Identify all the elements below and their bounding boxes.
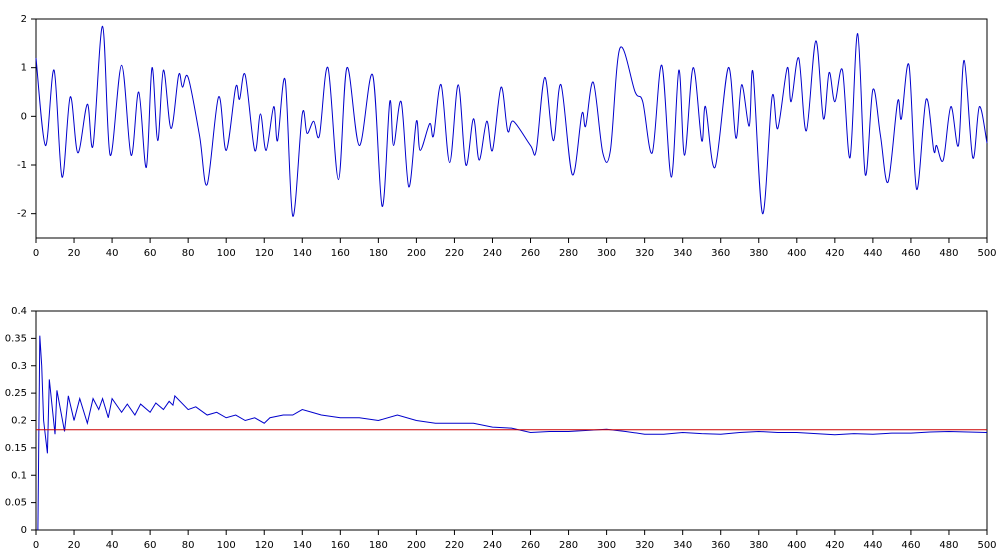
x-tick-label: 260 xyxy=(521,248,540,259)
x-tick-label: 480 xyxy=(939,248,958,259)
x-tick-label: 420 xyxy=(825,248,844,259)
y-tick-label: 0.25 xyxy=(5,388,27,399)
x-tick-label: 100 xyxy=(217,248,236,259)
y-tick-label: 0.05 xyxy=(5,498,27,509)
x-tick-label: 120 xyxy=(255,248,274,259)
x-tick-label: 340 xyxy=(673,540,692,551)
x-tick-label: 280 xyxy=(559,248,578,259)
x-tick-label: 460 xyxy=(901,248,920,259)
x-tick-label: 400 xyxy=(787,540,806,551)
x-tick-label: 220 xyxy=(445,540,464,551)
x-tick-label: 500 xyxy=(977,248,996,259)
x-tick-label: 140 xyxy=(293,248,312,259)
y-tick-label: -1 xyxy=(17,160,27,171)
y-tick-label: 0.2 xyxy=(11,416,27,427)
x-tick-label: 0 xyxy=(33,248,39,259)
x-tick-label: 40 xyxy=(106,248,119,259)
x-tick-label: 360 xyxy=(711,248,730,259)
x-tick-label: 400 xyxy=(787,248,806,259)
x-tick-label: 420 xyxy=(825,540,844,551)
x-tick-label: 120 xyxy=(255,540,274,551)
x-tick-label: 240 xyxy=(483,540,502,551)
x-tick-label: 0 xyxy=(33,540,39,551)
x-tick-label: 440 xyxy=(863,540,882,551)
y-tick-label: 0.35 xyxy=(5,333,27,344)
x-tick-label: 440 xyxy=(863,248,882,259)
x-tick-label: 80 xyxy=(182,540,195,551)
x-tick-label: 160 xyxy=(331,248,350,259)
x-tick-label: 300 xyxy=(597,540,616,551)
x-tick-label: 180 xyxy=(369,540,388,551)
plot-area xyxy=(35,18,988,239)
y-tick-label: 0.1 xyxy=(11,470,27,481)
x-tick-label: 460 xyxy=(901,540,920,551)
y-tick-label: 2 xyxy=(21,14,27,25)
x-tick-label: 100 xyxy=(217,540,236,551)
x-tick-label: 240 xyxy=(483,248,502,259)
x-tick-label: 360 xyxy=(711,540,730,551)
plot-area xyxy=(35,310,988,531)
x-tick-label: 20 xyxy=(68,248,81,259)
y-tick-label: 1 xyxy=(21,63,27,74)
x-tick-label: 200 xyxy=(407,248,426,259)
x-tick-label: 60 xyxy=(144,248,157,259)
data-line xyxy=(37,335,988,531)
y-tick-label: 0 xyxy=(21,525,27,536)
x-tick-label: 20 xyxy=(68,540,81,551)
x-tick-label: 200 xyxy=(407,540,426,551)
x-tick-label: 320 xyxy=(635,248,654,259)
x-tick-label: 180 xyxy=(369,248,388,259)
y-tick-label: 0.3 xyxy=(11,361,27,372)
x-tick-label: 380 xyxy=(749,248,768,259)
x-tick-label: 340 xyxy=(673,248,692,259)
x-tick-label: 40 xyxy=(106,540,119,551)
y-tick-label: 0.4 xyxy=(11,306,27,317)
x-tick-label: 300 xyxy=(597,248,616,259)
y-tick-label: 0.15 xyxy=(5,443,27,454)
x-tick-label: 160 xyxy=(331,540,350,551)
x-tick-label: 280 xyxy=(559,540,578,551)
x-tick-label: 500 xyxy=(977,540,996,551)
x-tick-label: 380 xyxy=(749,540,768,551)
y-tick-label: 0 xyxy=(21,111,27,122)
x-tick-label: 320 xyxy=(635,540,654,551)
x-tick-label: 220 xyxy=(445,248,464,259)
x-tick-label: 140 xyxy=(293,540,312,551)
y-tick-label: -2 xyxy=(17,209,27,220)
x-tick-label: 80 xyxy=(182,248,195,259)
x-tick-label: 60 xyxy=(144,540,157,551)
x-tick-label: 260 xyxy=(521,540,540,551)
data-line xyxy=(35,25,988,217)
x-tick-label: 480 xyxy=(939,540,958,551)
